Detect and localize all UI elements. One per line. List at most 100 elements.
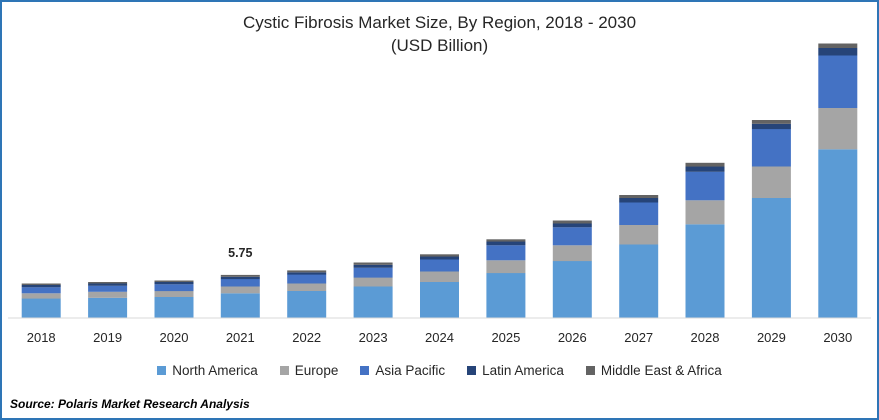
bar-segment-europe-2023 — [353, 277, 393, 287]
bar-segment-asia-pacific-2024 — [420, 259, 459, 272]
bar-segment-asia-pacific-2020 — [154, 284, 194, 292]
chart-subtitle: (USD Billion) — [390, 36, 489, 55]
x-tick-label-2030: 2030 — [823, 330, 852, 345]
bar-segment-north-america-2020 — [154, 297, 194, 318]
legend-label-latin-america: Latin America — [482, 363, 564, 378]
bar-segment-asia-pacific-2030 — [818, 55, 858, 108]
bar-segment-north-america-2029 — [751, 198, 791, 318]
legend-label-asia-pacific: Asia Pacific — [375, 363, 446, 378]
chart-legend: North America Europe Asia Pacific Latin Ame… — [0, 363, 879, 378]
bar-segment-asia-pacific-2027 — [619, 202, 659, 225]
x-tick-label-2019: 2019 — [93, 330, 122, 345]
bar-segment-middle-east-africa-2023 — [353, 262, 393, 265]
bar-segment-latin-america-2027 — [619, 198, 659, 203]
bar-segment-north-america-2024 — [420, 282, 459, 318]
bar-segment-latin-america-2025 — [486, 241, 526, 246]
bar-segment-latin-america-2023 — [353, 264, 393, 268]
bar-segment-europe-2025 — [486, 260, 526, 274]
x-tick-label-2018: 2018 — [27, 330, 56, 345]
bar-segment-asia-pacific-2023 — [353, 267, 393, 278]
bar-segment-middle-east-africa-2025 — [486, 239, 526, 242]
legend-item-north-america: North America — [157, 363, 258, 378]
x-tick-label-2026: 2026 — [558, 330, 587, 345]
bar-segment-asia-pacific-2021 — [220, 279, 260, 287]
bar-segment-north-america-2022 — [287, 291, 327, 318]
bar-segment-latin-america-2020 — [154, 282, 194, 285]
legend-label-north-america: North America — [172, 363, 258, 378]
legend-label-middle-east-africa: Middle East & Africa — [600, 363, 722, 378]
legend-swatch-north-america — [157, 366, 167, 375]
bar-segment-latin-america-2029 — [751, 123, 791, 130]
bar-segment-middle-east-africa-2028 — [685, 162, 725, 167]
bar-segment-middle-east-africa-2020 — [154, 280, 194, 282]
x-tick-label-2024: 2024 — [425, 330, 454, 345]
bar-segment-latin-america-2019 — [88, 283, 128, 286]
bar-segment-asia-pacific-2026 — [552, 227, 592, 246]
bar-segment-europe-2024 — [420, 271, 459, 282]
bar-segment-latin-america-2028 — [685, 166, 725, 172]
bar-segment-middle-east-africa-2019 — [88, 282, 128, 284]
bar-segment-asia-pacific-2019 — [88, 285, 128, 292]
bar-segment-north-america-2026 — [552, 261, 592, 318]
bar-segment-north-america-2025 — [486, 273, 526, 318]
bar-segment-north-america-2023 — [353, 286, 393, 318]
x-tick-label-2028: 2028 — [691, 330, 720, 345]
legend-swatch-europe — [279, 366, 289, 375]
bar-segment-middle-east-africa-2026 — [552, 220, 592, 224]
x-tick-label-2022: 2022 — [292, 330, 321, 345]
bar-segment-middle-east-africa-2029 — [751, 120, 791, 124]
bar-segment-north-america-2027 — [619, 244, 659, 318]
x-tick-label-2029: 2029 — [757, 330, 786, 345]
bar-segment-latin-america-2018 — [21, 285, 61, 288]
bar-segment-asia-pacific-2018 — [21, 287, 61, 294]
bar-segment-europe-2021 — [220, 286, 260, 294]
x-tick-label-2025: 2025 — [491, 330, 520, 345]
bar-segment-latin-america-2024 — [420, 256, 459, 260]
x-tick-label-2020: 2020 — [160, 330, 189, 345]
legend-swatch-middle-east-africa — [585, 366, 595, 375]
bar-segment-latin-america-2030 — [818, 48, 858, 56]
legend-item-middle-east-africa: Middle East & Africa — [585, 363, 722, 378]
bar-segment-asia-pacific-2028 — [685, 171, 725, 201]
x-tick-label-2021: 2021 — [226, 330, 255, 345]
data-label-2021: 5.75 — [228, 246, 252, 260]
bar-segment-europe-2019 — [88, 291, 128, 298]
x-tick-label-2023: 2023 — [359, 330, 388, 345]
x-tick-label-2027: 2027 — [624, 330, 653, 345]
bar-segment-middle-east-africa-2021 — [220, 274, 260, 277]
bar-segment-latin-america-2026 — [552, 223, 592, 228]
bar-segment-europe-2028 — [685, 200, 725, 225]
bar-segment-asia-pacific-2025 — [486, 245, 526, 261]
bar-segment-europe-2018 — [21, 293, 61, 299]
legend-item-latin-america: Latin America — [467, 363, 564, 378]
legend-item-europe: Europe — [279, 363, 339, 378]
bar-segment-north-america-2028 — [685, 224, 725, 319]
bar-segment-middle-east-africa-2027 — [619, 195, 659, 198]
bar-segment-north-america-2021 — [220, 293, 260, 319]
bar-segment-europe-2020 — [154, 291, 194, 297]
bar-segment-middle-east-africa-2018 — [21, 283, 61, 285]
bar-segment-europe-2029 — [751, 166, 791, 198]
chart-title: Cystic Fibrosis Market Size, By Region, … — [242, 13, 637, 32]
legend-item-asia-pacific: Asia Pacific — [360, 363, 445, 378]
bar-segment-north-america-2019 — [88, 297, 128, 319]
bar-segment-middle-east-africa-2030 — [818, 43, 858, 48]
bar-segment-north-america-2030 — [818, 149, 858, 319]
bar-segment-europe-2022 — [287, 283, 327, 291]
bar-segment-europe-2027 — [619, 225, 659, 245]
legend-swatch-latin-america — [467, 366, 477, 375]
legend-label-europe: Europe — [294, 363, 339, 378]
legend-swatch-asia-pacific — [360, 366, 370, 375]
bar-segment-latin-america-2022 — [287, 272, 327, 275]
bar-segment-north-america-2018 — [21, 298, 61, 318]
bar-segment-middle-east-africa-2022 — [287, 270, 327, 273]
bar-segment-asia-pacific-2022 — [287, 274, 327, 284]
bar-segment-europe-2030 — [818, 108, 858, 150]
bar-segment-latin-america-2021 — [220, 276, 260, 280]
bar-segment-asia-pacific-2029 — [751, 129, 791, 167]
source-note: Source: Polaris Market Research Analysis — [10, 397, 250, 411]
bar-segment-europe-2026 — [552, 245, 592, 262]
bar-segment-middle-east-africa-2024 — [420, 254, 459, 257]
